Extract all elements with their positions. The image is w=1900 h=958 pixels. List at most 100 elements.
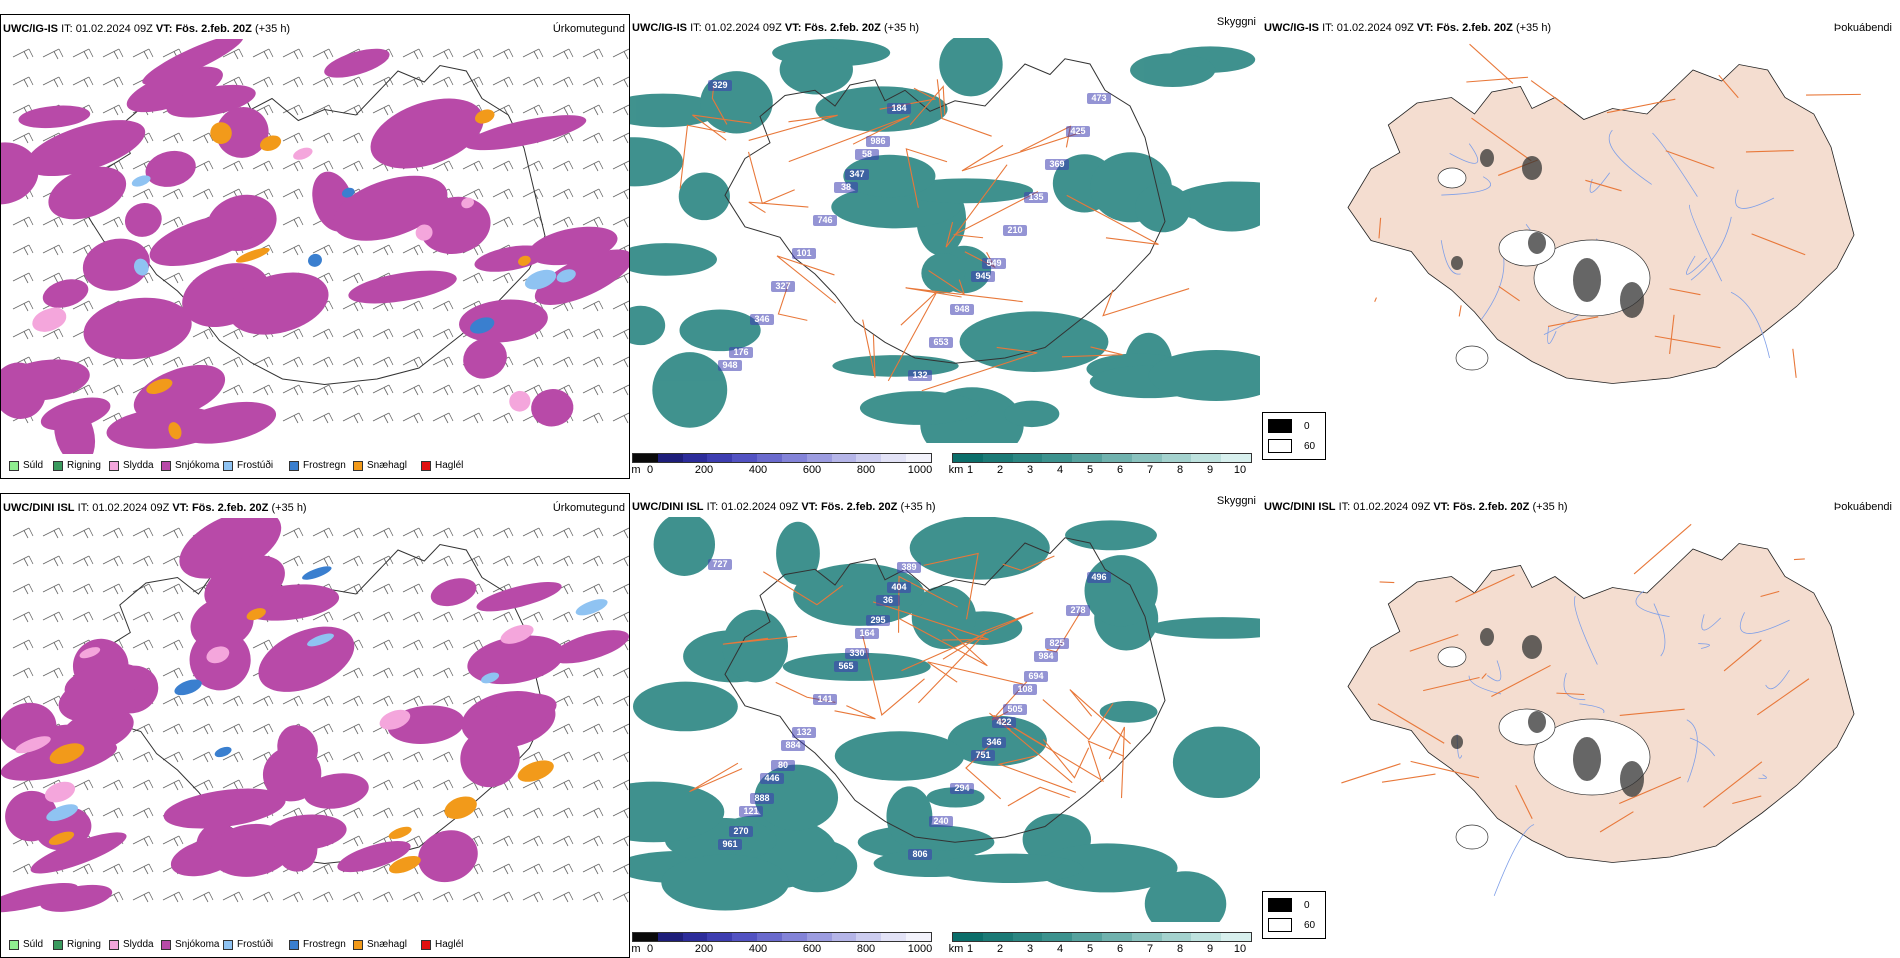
low-visibility-area — [632, 681, 738, 732]
river — [1686, 255, 1708, 275]
precip-legend-item: Rigning — [53, 939, 101, 950]
wind-barb-icon — [582, 583, 604, 595]
wind-barb-icon — [222, 751, 244, 763]
scale-color-step — [1012, 454, 1043, 462]
road — [1020, 125, 1072, 152]
cloud-base-label: 101 — [796, 248, 811, 258]
wind-barb-icon — [42, 583, 64, 595]
low-visibility-area — [653, 517, 716, 576]
scale-color-step — [831, 454, 857, 462]
wind-barb-icon — [102, 583, 124, 595]
wind-barb-icon — [222, 160, 244, 172]
low-visibility-area — [1036, 843, 1178, 893]
visibility-map: 329 347 549 176 986 210 346 184 135 327 132 369 101 6… — [630, 38, 1260, 443]
cloud-base-label: 184 — [891, 103, 906, 113]
it-value: 01.02.2024 09Z — [92, 502, 170, 514]
snow-area — [304, 773, 369, 809]
panel-header: UWC/DINI ISL IT: 01.02.2024 09Z VT: Fös.… — [1264, 501, 1568, 513]
low-visibility-area — [679, 309, 761, 352]
scale-tick-label: 0 — [646, 943, 654, 955]
road — [1793, 558, 1805, 561]
precip-legend-swatch — [223, 460, 233, 471]
it-label: IT: — [1322, 22, 1334, 34]
cloud-base-marker — [897, 562, 921, 573]
wind-barb-icon — [42, 667, 64, 679]
glacier — [1455, 345, 1489, 371]
cloud-base-marker — [760, 773, 784, 784]
wind-barb-icon — [42, 328, 64, 340]
wind-barb-icon — [372, 779, 394, 791]
model-name: UWC/IG-IS — [1264, 22, 1319, 34]
wind-barb-icon — [312, 412, 334, 424]
cloud-base-marker — [718, 839, 742, 850]
scale-tick-label: 6 — [1116, 943, 1124, 955]
snow-area — [418, 830, 478, 883]
road — [909, 85, 946, 126]
fog-legend: 0 60 — [1262, 891, 1326, 939]
wind-barb-icon — [372, 527, 394, 539]
fog-indicator-area — [1573, 258, 1601, 302]
wind-barb-icon — [552, 555, 574, 567]
precip-map — [1, 39, 629, 454]
wind-barb-icon — [372, 891, 394, 903]
cloud-base-marker — [1034, 651, 1058, 662]
fog-indicator-area — [1528, 711, 1546, 733]
cloud-base-label: 984 — [1038, 651, 1053, 661]
cloud-base-marker — [834, 182, 858, 193]
river — [1653, 603, 1666, 657]
precip-accent-area — [575, 599, 608, 616]
wind-barb-icon — [492, 188, 514, 200]
river — [1730, 291, 1770, 359]
scale-color-step — [1101, 454, 1132, 462]
scale-tick-label: 800 — [856, 943, 876, 955]
rivers — [1456, 590, 1790, 896]
wind-barb-icon — [312, 328, 334, 340]
snow-area — [228, 272, 329, 335]
wind-barb-icon — [522, 216, 544, 228]
road — [1379, 581, 1395, 584]
wind-barb-icon — [252, 723, 274, 735]
scale-color-step — [1042, 933, 1073, 941]
wind-barb-icon — [72, 48, 94, 60]
road — [923, 552, 979, 620]
precip-accent-area — [524, 269, 557, 290]
wind-barb-icon — [612, 132, 629, 144]
scale-color-step — [707, 454, 733, 462]
wind-barb-icon — [12, 639, 34, 651]
precip-legend-swatch — [9, 939, 19, 950]
wind-barb-icon — [342, 356, 364, 368]
cloud-base-label: 330 — [849, 648, 864, 658]
low-visibility-area — [1065, 520, 1157, 551]
panel-header: UWC/IG-IS IT: 01.02.2024 09Z VT: Fös. 2.… — [3, 23, 290, 35]
precip-accent-area — [39, 307, 67, 330]
cloud-base-marker — [792, 248, 816, 259]
model-name: UWC/IG-IS — [3, 23, 58, 35]
wind-barb-icon — [162, 891, 184, 903]
snow-area — [126, 66, 223, 113]
wind-barb-icon — [192, 132, 214, 144]
wind-barb-icon — [522, 751, 544, 763]
panel-header: UWC/IG-IS IT: 01.02.2024 09Z VT: Fös. 2.… — [632, 22, 919, 34]
snow-area — [30, 832, 127, 874]
wind-barb-icon — [162, 527, 184, 539]
cloud-base-label: 278 — [1070, 605, 1085, 615]
road — [1069, 689, 1131, 745]
precip-accent-area — [388, 826, 412, 839]
wind-barb-icon — [132, 48, 154, 60]
wind-barb-icon — [492, 160, 514, 172]
wind-barb-icon — [312, 527, 334, 539]
precip-legend-item: Súld — [9, 939, 43, 950]
wind-barb-icon — [612, 583, 629, 595]
scale-tick-label: 3 — [1026, 464, 1034, 476]
wind-barb-icon — [612, 76, 629, 88]
cloud-base-label: 496 — [1091, 572, 1106, 582]
precip-legend-item: Frostúði — [223, 939, 273, 950]
visibility-scale: km 1 2 3 4 5 6 7 8 9 10 — [949, 453, 1252, 477]
glacier — [1437, 167, 1467, 189]
cloud-base-label: 132 — [796, 727, 811, 737]
wind-barb-icon — [552, 356, 574, 368]
wind-barb-icon — [72, 527, 94, 539]
precip-legend-swatch — [9, 460, 19, 471]
wind-barb-icon — [402, 891, 424, 903]
wind-barb-icon — [12, 76, 34, 88]
